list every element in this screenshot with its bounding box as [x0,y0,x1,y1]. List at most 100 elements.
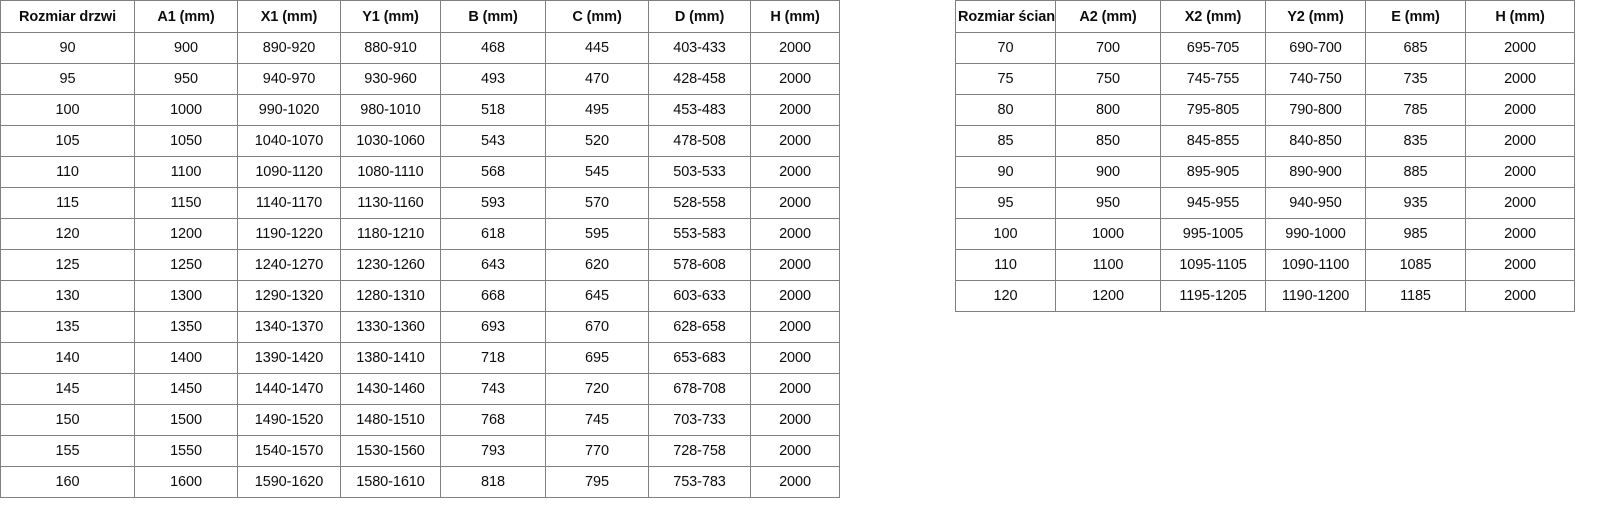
door-cell: 668 [440,280,546,312]
door-cell: 543 [440,125,546,157]
door-cell: 495 [545,94,649,126]
door-cell: 1430-1460 [340,373,441,405]
wall-column-header: Y2 (mm) [1265,0,1366,33]
wall-cell: 120 [955,280,1056,312]
door-cell: 718 [440,342,546,374]
wall-column-header: X2 (mm) [1160,0,1266,33]
door-cell: 628-658 [648,311,751,343]
door-cell: 100 [0,94,135,126]
door-cell: 518 [440,94,546,126]
door-cell: 695 [545,342,649,374]
wall-cell: 1195-1205 [1160,280,1266,312]
door-cell: 2000 [750,466,840,498]
door-cell: 1400 [134,342,238,374]
wall-cell: 90 [955,156,1056,188]
wall-cell: 735 [1365,63,1466,95]
door-cell: 1100 [134,156,238,188]
table-row: 120 1200 1190-1220 1180-1210 618 595 553-583 20… [0,218,840,250]
door-cell: 1190-1220 [237,218,341,250]
door-column-header: Y1 (mm) [340,0,441,33]
table-row: 160 1600 1590-1620 1580-1610 818 795 753-783 20… [0,466,840,498]
door-cell: 593 [440,187,546,219]
door-cell: 150 [0,404,135,436]
door-cell: 1380-1410 [340,342,441,374]
wall-cell: 840-850 [1265,125,1366,157]
table-row: 145 1450 1440-1470 1430-1460 743 720 678-708 20… [0,373,840,405]
door-size-table: Rozmiar drzwi A1 (mm) X1 (mm) Y1 (mm) B (mm)… [0,0,840,498]
door-cell: 1140-1170 [237,187,341,219]
wall-table-body: 70 700 695-705 690-700 685 2000 75 750 745-755 74… [955,32,1575,312]
door-cell: 940-970 [237,63,341,95]
table-row: 140 1400 1390-1420 1380-1410 718 695 653-683 20… [0,342,840,374]
door-cell: 2000 [750,32,840,64]
door-cell: 1050 [134,125,238,157]
door-cell: 160 [0,466,135,498]
door-cell: 95 [0,63,135,95]
wall-cell: 700 [1055,32,1161,64]
door-cell: 770 [545,435,649,467]
door-cell: 795 [545,466,649,498]
door-cell: 520 [545,125,649,157]
door-table-header: Rozmiar drzwi A1 (mm) X1 (mm) Y1 (mm) B (mm)… [0,0,840,33]
door-cell: 1350 [134,311,238,343]
door-cell: 1540-1570 [237,435,341,467]
wall-cell: 2000 [1465,249,1575,281]
door-cell: 595 [545,218,649,250]
wall-cell: 740-750 [1265,63,1366,95]
wall-cell: 80 [955,94,1056,126]
door-column-header: H (mm) [750,0,840,33]
door-cell: 528-558 [648,187,751,219]
wall-cell: 2000 [1465,63,1575,95]
wall-column-header: A2 (mm) [1055,0,1161,33]
door-cell: 105 [0,125,135,157]
wall-table-header: Rozmiar ściankiA2 (mm)X2 (mm)Y2 (mm)E (m… [955,0,1575,33]
door-cell: 1080-1110 [340,156,441,188]
door-cell: 2000 [750,404,840,436]
door-cell: 1530-1560 [340,435,441,467]
door-cell: 2000 [750,280,840,312]
wall-cell: 995-1005 [1160,218,1266,250]
table-row: 120 1200 1195-1205 1190-1200 1185 2000 [955,280,1575,312]
door-cell: 980-1010 [340,94,441,126]
wall-cell: 85 [955,125,1056,157]
door-cell: 693 [440,311,546,343]
door-cell: 2000 [750,249,840,281]
wall-cell: 75 [955,63,1056,95]
wall-cell: 2000 [1465,94,1575,126]
door-cell: 578-608 [648,249,751,281]
table-row: 100 1000 990-1020 980-1010 518 495 453-483 2000 [0,94,840,126]
door-cell: 743 [440,373,546,405]
door-cell: 115 [0,187,135,219]
door-cell: 1150 [134,187,238,219]
wall-cell: 800 [1055,94,1161,126]
wall-cell: 70 [955,32,1056,64]
door-cell: 1340-1370 [237,311,341,343]
door-cell: 568 [440,156,546,188]
wall-cell: 850 [1055,125,1161,157]
table-header-row: Rozmiar drzwi A1 (mm) X1 (mm) Y1 (mm) B (mm)… [0,0,840,33]
door-cell: 1090-1120 [237,156,341,188]
door-cell: 120 [0,218,135,250]
door-cell: 1500 [134,404,238,436]
door-cell: 990-1020 [237,94,341,126]
wall-cell: 785 [1365,94,1466,126]
door-cell: 503-533 [648,156,751,188]
door-column-header: X1 (mm) [237,0,341,33]
door-cell: 2000 [750,125,840,157]
door-cell: 1180-1210 [340,218,441,250]
door-cell: 1130-1160 [340,187,441,219]
wall-cell: 685 [1365,32,1466,64]
door-cell: 2000 [750,63,840,95]
wall-cell: 1190-1200 [1265,280,1366,312]
wall-cell: 1095-1105 [1160,249,1266,281]
door-cell: 570 [545,187,649,219]
door-cell: 2000 [750,187,840,219]
wall-cell: 110 [955,249,1056,281]
door-cell: 1600 [134,466,238,498]
door-cell: 818 [440,466,546,498]
door-cell: 428-458 [648,63,751,95]
wall-cell: 2000 [1465,125,1575,157]
door-cell: 1450 [134,373,238,405]
door-cell: 1280-1310 [340,280,441,312]
door-cell: 745 [545,404,649,436]
